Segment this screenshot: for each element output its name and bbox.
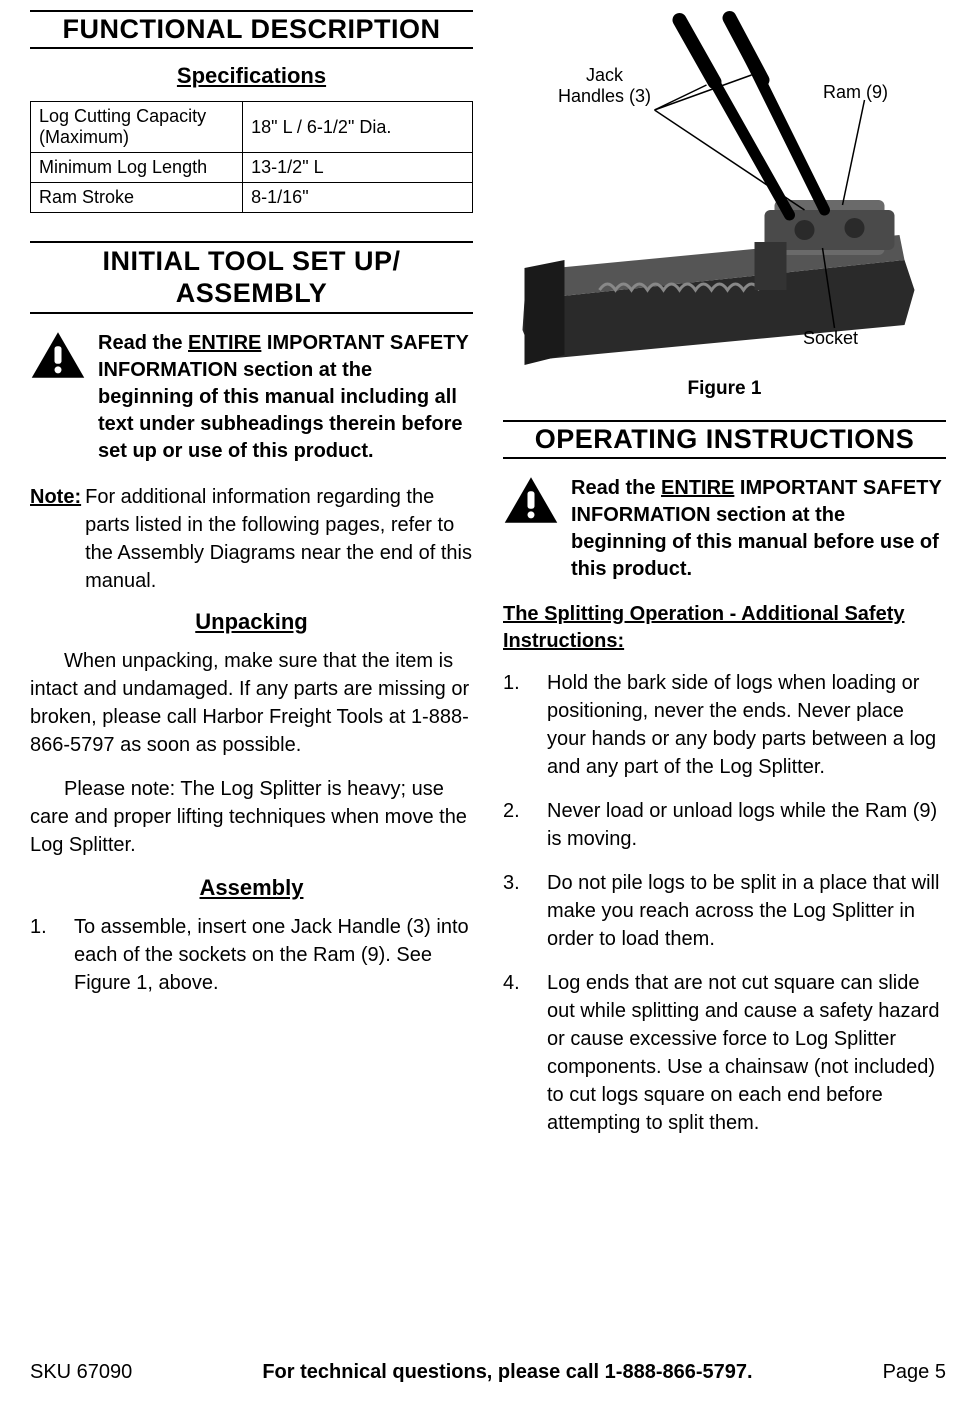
warning-text: Read the ENTIRE IMPORTANT SAFETY INFORMA… [571,475,946,583]
unpacking-paragraph: When unpacking, make sure that the item … [30,647,473,759]
table-row: Minimum Log Length 13-1/2" L [31,153,473,183]
footer-sku: SKU 67090 [30,1361,132,1384]
spec-label: Minimum Log Length [31,153,243,183]
figure-label-ram: Ram (9) [823,82,888,103]
step-text: Hold the bark side of logs when loading … [547,669,946,781]
right-column: Jack Handles (3) Ram (9) Socket Figure 1… [503,10,946,1153]
log-splitter-diagram [503,10,946,370]
figure-caption: Figure 1 [503,378,946,400]
step-text: To assemble, insert one Jack Handle (3) … [74,913,473,997]
note-block: Note: For additional information regardi… [30,483,473,595]
assembly-steps: To assemble, insert one Jack Handle (3) … [30,913,473,997]
footer-support: For technical questions, please call 1-8… [262,1361,752,1384]
warning-pre: Read the [98,332,188,354]
footer-page: Page 5 [883,1361,946,1384]
figure-1: Jack Handles (3) Ram (9) Socket [503,10,946,370]
initial-setup-heading: INITIAL TOOL SET UP/ ASSEMBLY [30,241,473,314]
table-row: Ram Stroke 8-1/16" [31,183,473,213]
warning-icon [503,475,559,583]
page-footer: SKU 67090 For technical questions, pleas… [30,1361,946,1384]
spec-value: 13-1/2" L [243,153,473,183]
step-text: Do not pile logs to be split in a place … [547,869,946,953]
list-item: Never load or unload logs while the Ram … [503,797,946,853]
warning-pre: Read the [571,477,661,499]
warning-block: Read the ENTIRE IMPORTANT SAFETY INFORMA… [503,475,946,583]
safety-steps: Hold the bark side of logs when loading … [503,669,946,1137]
figure-label-socket: Socket [803,328,858,349]
unpacking-paragraph: Please note: The Log Splitter is heavy; … [30,775,473,859]
warning-entire: ENTIRE [661,477,734,499]
note-body: For additional information regarding the… [85,483,473,595]
list-item: Do not pile logs to be split in a place … [503,869,946,953]
step-text: Log ends that are not cut square can sli… [547,969,946,1137]
step-text: Never load or unload logs while the Ram … [547,797,946,853]
left-column: FUNCTIONAL DESCRIPTION Specifications Lo… [30,10,473,1153]
specifications-heading: Specifications [30,63,473,89]
spec-label: Log Cutting Capacity (Maximum) [31,102,243,153]
unpacking-heading: Unpacking [30,609,473,635]
operating-instructions-heading: OPERATING INSTRUCTIONS [503,420,946,459]
figure-label-handles: Jack Handles (3) [558,65,651,106]
note-label: Note: [30,486,81,508]
spec-label: Ram Stroke [31,183,243,213]
specifications-table: Log Cutting Capacity (Maximum) 18" L / 6… [30,101,473,213]
list-item: Log ends that are not cut square can sli… [503,969,946,1137]
spec-value: 18" L / 6-1/2" Dia. [243,102,473,153]
warning-text: Read the ENTIRE IMPORTANT SAFETY INFORMA… [98,330,473,465]
list-item: Hold the bark side of logs when loading … [503,669,946,781]
warning-icon [30,330,86,465]
warning-block: Read the ENTIRE IMPORTANT SAFETY INFORMA… [30,330,473,465]
splitting-safety-heading: The Splitting Operation - Additional Saf… [503,601,946,655]
spec-value: 8-1/16" [243,183,473,213]
assembly-heading: Assembly [30,875,473,901]
functional-description-heading: FUNCTIONAL DESCRIPTION [30,10,473,49]
table-row: Log Cutting Capacity (Maximum) 18" L / 6… [31,102,473,153]
list-item: To assemble, insert one Jack Handle (3) … [30,913,473,997]
warning-entire: ENTIRE [188,332,261,354]
